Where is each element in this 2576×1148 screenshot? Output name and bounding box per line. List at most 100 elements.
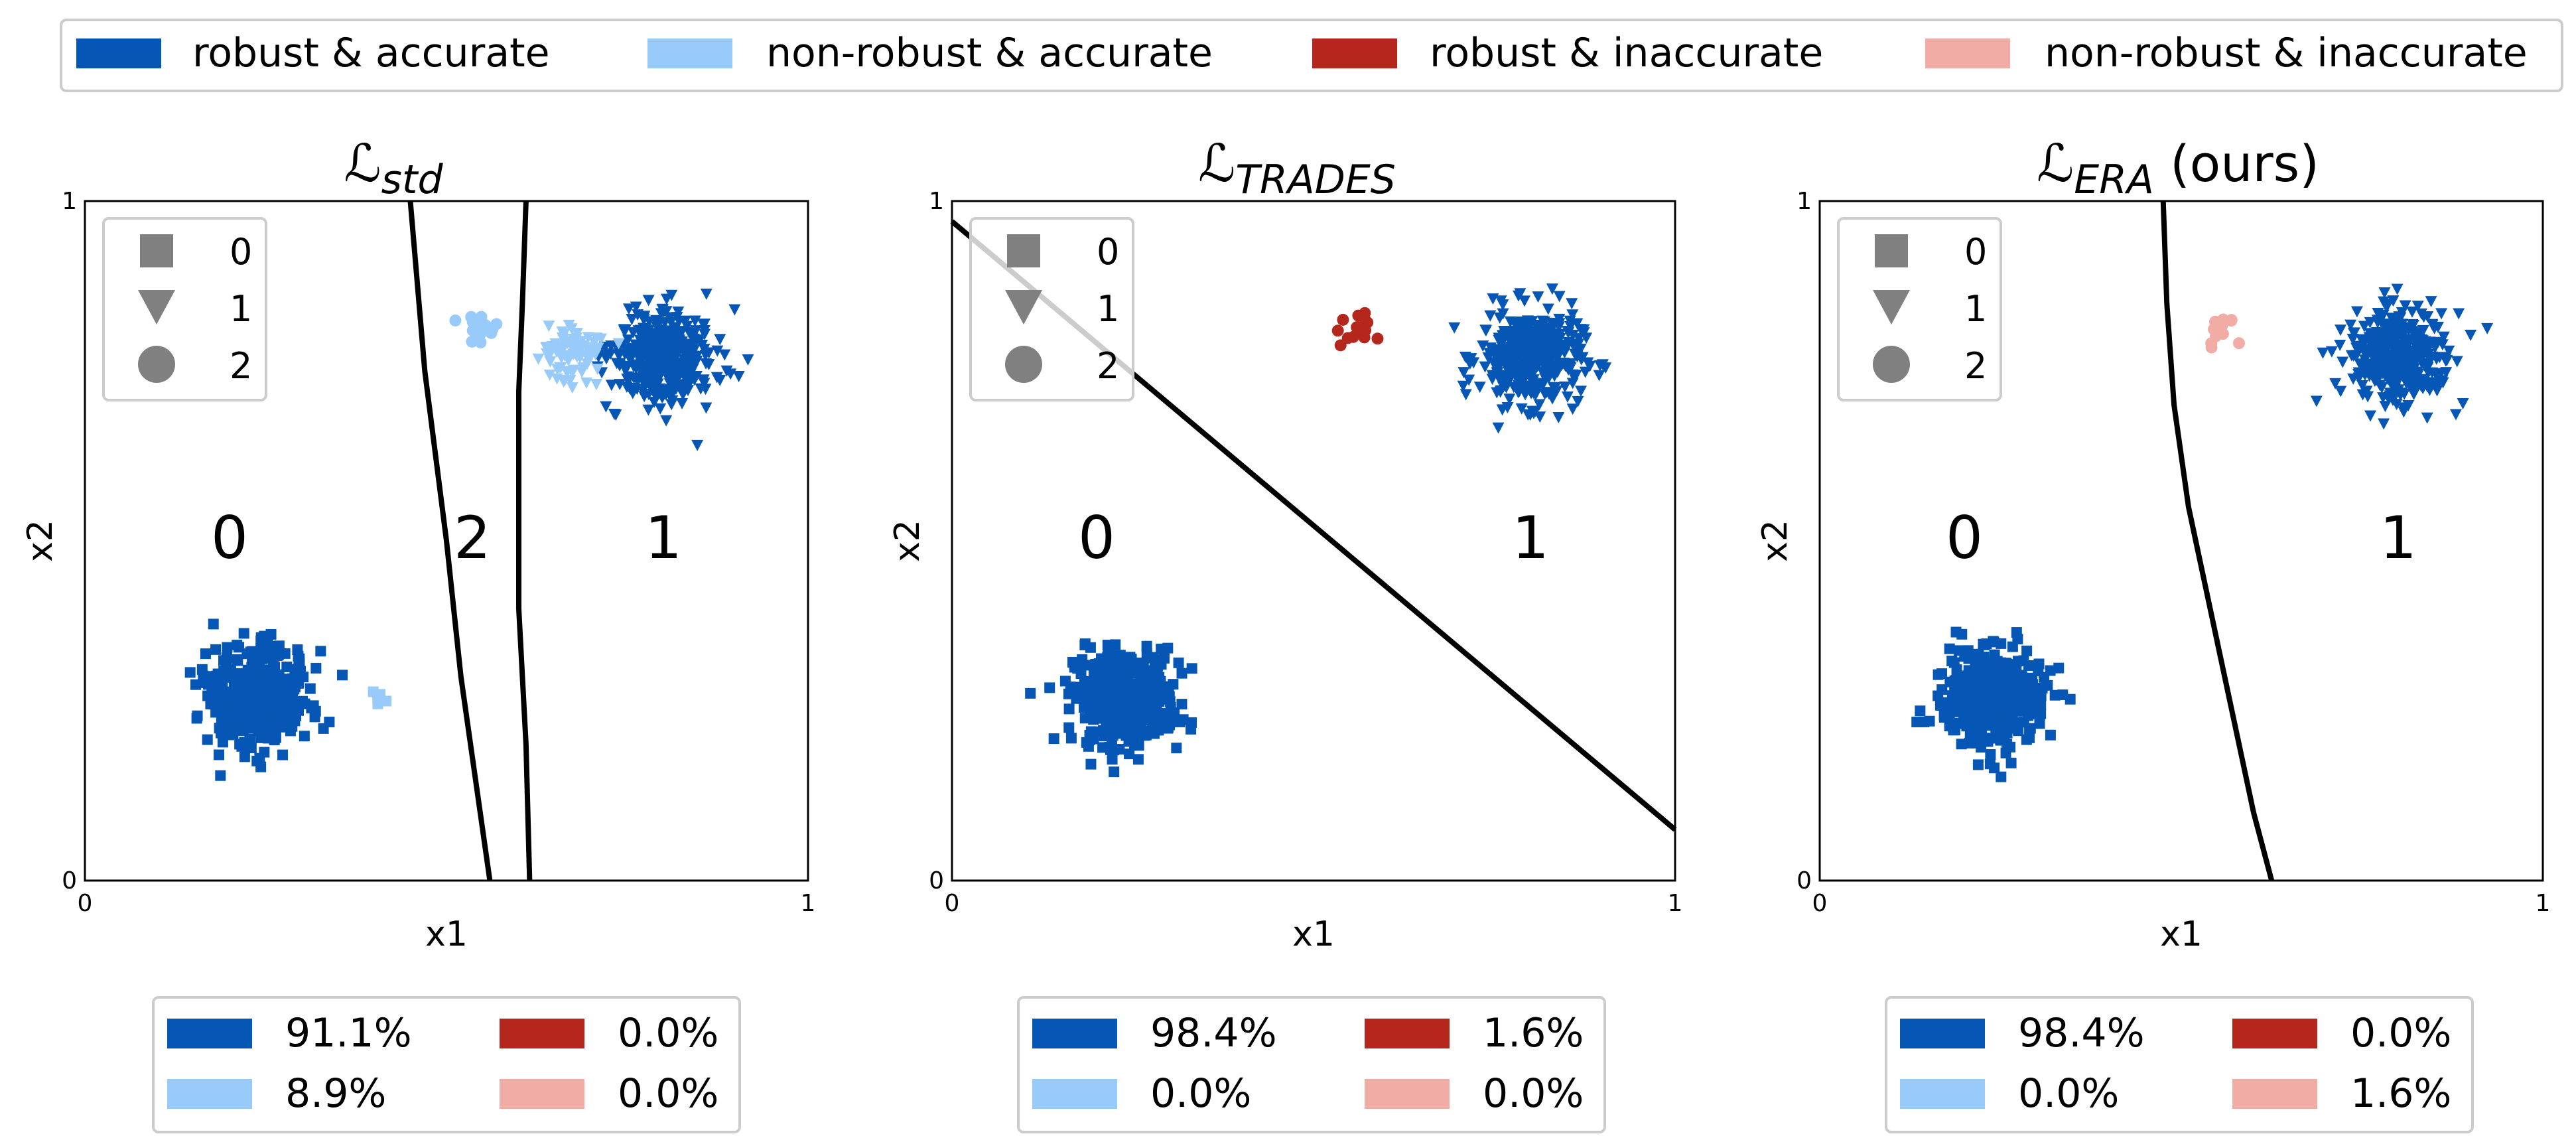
panel-2-class-0-point [2021,645,2033,656]
panel-trades-title-symbol: ℒ [1198,134,1235,194]
panel-1-class-1-point [1494,358,1507,370]
panel-2-class-2-point [2205,341,2218,354]
panel-2-class-0-point [1936,684,1948,695]
panel-era-stats-swatch-robust-inaccurate [2232,1019,2317,1048]
panel-era-xtick-0: 0 [1812,890,1828,917]
panel-trades-stat-robust-inaccurate: 1.6% [1483,1010,1584,1056]
panel-1-class-1-point [1542,303,1554,315]
panel-std-stat-nonrobust-inaccurate: 0.0% [618,1070,718,1117]
panel-0-class-1-point [689,315,701,327]
panel-1-class-1-point [1519,329,1531,341]
panel-2-class-1-point [2388,389,2401,401]
panel-0-class-1-point [720,365,733,377]
panel-1-class-0-point [1044,682,1055,693]
panel-0-class-0-point [224,729,235,741]
panel-1-class-1-point [1495,295,1507,307]
panel-0-class-1-point [532,353,545,365]
panel-0-class-0-point [215,770,226,781]
panel-0-class-0-point [318,723,329,734]
panel-era-ylabel: x2 [1755,520,1795,562]
panel-1-class-0-point [1093,682,1105,693]
panel-1-class-1-point [1525,388,1537,399]
panel-era-region-labels: 0 1 [1946,504,2417,572]
panel-1-class-1-point [1566,338,1579,350]
panel-2-class-1-point [2364,410,2377,422]
panel-2-class-1-point [2360,346,2372,358]
panel-2-class-1-point [2429,342,2441,354]
panel-1-class-1-point [1533,348,1546,360]
panel-0-class-0-point [200,648,211,660]
panel-0-class-0-point [277,703,289,715]
panel-1-class-0-point [1148,728,1160,739]
panel-2-class-0-point [1950,675,1962,686]
panel-1-class-0-point [1162,692,1173,703]
panel-2-class-1-point [2399,348,2411,360]
panel-2-class-0-point [2045,729,2056,741]
panel-1-class-2-point [1371,332,1384,345]
panel-1-class-1-point [1503,361,1516,373]
panel-2-class-1-point [2364,317,2376,328]
panel-0-class-0-point [273,671,284,682]
panel-trades: ℒTRADES 0 1 0 1 2 0 1 0 1 x1 x2 98.4% 1. [888,134,1682,1133]
panel-1-class-1-point [1552,412,1565,424]
panel-2-class-1-point [2397,330,2409,342]
panel-1-class-0-point [1131,728,1142,739]
panel-0-class-1-point [644,340,657,352]
panel-0-class-1-point [644,368,657,380]
panel-1-class-0-point [1158,652,1170,664]
panel-0-class-1-point [672,306,685,318]
panel-2-class-1-point [2431,385,2443,397]
panel-era-ytick-1: 1 [1796,188,1812,215]
panel-0-class-0-point [210,644,222,655]
panel-1-class-0-point [1151,703,1162,714]
panel-0-class-1-point [557,332,569,344]
panel-2-class-0-point [2000,747,2011,758]
panel-0-class-0-point [251,755,263,766]
panel-2-class-0-point [1946,691,1958,702]
panel-std-stats-legend: 91.1% 0.0% 8.9% 0.0% [152,996,741,1133]
panel-0-class-0-point [309,711,320,723]
panel-2-class-1-point [2372,307,2384,319]
panel-2-class-1-point [2385,378,2398,390]
panel-era-title-suffix: (ours) [2154,134,2319,193]
panel-1-class-1-point [1559,360,1572,372]
panel-1-class-0-point [1174,716,1186,727]
panel-2-class-0-point [2049,689,2061,701]
legend-label-nonrobust-inaccurate: non-robust & inaccurate [2045,30,2528,76]
panel-1-class-1-point [1575,386,1588,397]
panel-2-class-1-point [2421,412,2433,424]
panel-2-class-1-point [2356,389,2369,401]
panel-trades-stat-nonrobust-accurate: 0.0% [1150,1070,1251,1117]
panel-2-class-1-point [2377,356,2390,368]
panel-1-class-0-point [1025,687,1036,699]
panel-0-class-0-point [210,707,222,718]
panel-trades-stats-swatch-robust-inaccurate [1365,1019,1450,1048]
legend-label-nonrobust-accurate: non-robust & accurate [766,30,1213,76]
panel-std-region-labels: 0 2 1 [211,504,682,572]
panel-2-class-0-point [1924,715,1935,727]
panel-2-class-0-point [1973,658,1984,670]
panel-0-class-1-point [696,340,709,352]
panel-2-class-1-point [2435,308,2448,320]
panel-2-class-1-point [2443,345,2455,357]
panel-2-class-1-point [2400,373,2413,385]
panel-0-class-1-point [635,357,647,369]
panel-1-class-1-point [1501,401,1514,413]
panel-0-class-1-point [623,352,636,364]
panel-0-class-1-point [541,348,553,360]
panel-1-class-0-point [1136,703,1147,714]
panel-std-stat-robust-accurate: 91.1% [285,1010,412,1056]
panel-2-class-0-point [2012,634,2023,645]
panel-0-class-0-point [239,751,250,762]
panel-era-points [1911,283,2494,782]
panel-trades-ytick-0: 0 [929,867,944,895]
panel-1-class-0-point [1113,707,1124,719]
panel-std-stats-swatch-robust-accurate [167,1019,252,1048]
panel-era-boundaries [2160,200,2275,882]
panel-2-class-0-point [1936,668,1947,680]
panel-1-class-0-point [1095,656,1107,668]
panel-1-class-0-point [1149,694,1160,705]
panel-2-class-0-point [1974,719,1985,731]
panel-trades-title-subscript: TRADES [1235,157,1396,203]
